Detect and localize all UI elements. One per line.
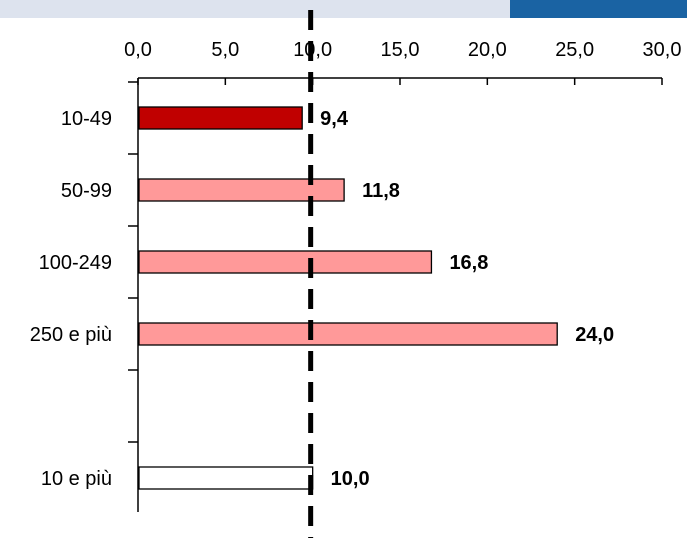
- bar: [138, 178, 345, 202]
- x-tick-label: 0,0: [124, 39, 152, 61]
- bar: [138, 106, 303, 130]
- category-label: 10-49: [61, 108, 112, 130]
- header-accent: [510, 0, 687, 18]
- value-label: 9,4: [320, 108, 349, 130]
- value-label: 16,8: [449, 252, 488, 274]
- bar: [138, 466, 314, 490]
- x-tick-label: 25,0: [555, 39, 594, 61]
- value-label: 24,0: [575, 324, 614, 346]
- bar: [138, 322, 558, 346]
- x-tick-label: 30,0: [643, 39, 682, 61]
- value-label: 10,0: [331, 468, 370, 490]
- value-label: 11,8: [362, 180, 400, 202]
- category-label: 50-99: [61, 180, 112, 202]
- category-label: 100-249: [39, 252, 112, 274]
- x-tick-label: 20,0: [468, 39, 507, 61]
- category-label: 10 e più: [41, 468, 112, 490]
- header-band: [0, 0, 510, 18]
- category-label: 250 e più: [30, 324, 112, 346]
- x-tick-label: 5,0: [211, 39, 239, 61]
- x-tick-label: 15,0: [381, 39, 420, 61]
- bar: [138, 250, 433, 274]
